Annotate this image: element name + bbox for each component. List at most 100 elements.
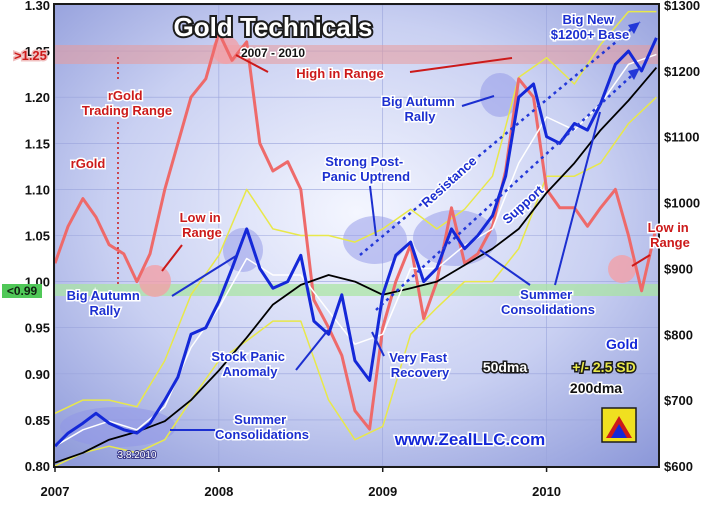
low-marker-box [2,284,42,298]
y-left-tick-label: 0.95 [25,321,50,336]
chart-subtitle: 2007 - 2010 [241,46,305,60]
x-tick-label: 2008 [204,484,233,499]
low-arrow-left [161,244,183,272]
annotation-strong-post-panic: Strong Post- Panic Uptrend [322,154,410,184]
y-left-tick-label: 0.85 [25,413,50,428]
annotation-big-autumn-left-line2: Rally [89,303,121,318]
y-right-tick-label: $1200 [664,64,700,79]
series-layer [53,10,658,467]
annotation-summer-right: Summer Consolidations [501,287,595,317]
y-left-tick-label: 1.25 [25,44,50,59]
autumn-arrow-right [461,95,495,107]
annotation-big-new-base: Big New $1200+ Base [551,12,629,42]
annotation-big-autumn-right-line2: Rally [404,109,436,124]
panic-arrow [295,329,329,371]
series-line-gold [53,37,658,448]
legend-50dma: 50dma [483,359,528,375]
y-left-tick-label: 0.80 [25,459,50,474]
resistance-trendline [359,21,641,256]
autumn-highlight-right [480,73,520,117]
post-panic-highlight [343,216,407,264]
low-arrow-right [631,254,651,267]
annotation-summer-left-line1: Summer [234,412,286,427]
y-left-tick-label: 1.05 [25,229,50,244]
annotation-rgold-range-line2: Trading Range [82,103,172,118]
annotation-high-in-range: High in Range [296,66,383,81]
annotation-very-fast-line1: Very Fast [389,350,447,365]
date-label: 3.8.2010 [118,450,157,461]
annotation-stock-panic-line1: Stock Panic [211,349,285,364]
annotation-low-left-line2: Range [182,225,222,240]
y-right-tick-label: $1100 [664,130,699,145]
plot-border [53,3,660,468]
annotation-rgold: rGold [71,156,106,171]
annotation-big-autumn-right: Big Autumn Rally [382,94,459,124]
legend-sd: +/- 2.5 SD [572,359,635,375]
x-tick-label: 2010 [532,484,561,499]
y-right-tick-label: $700 [664,393,693,408]
resistance-arrowhead [628,22,640,34]
legend-gold: Gold [606,336,638,352]
y-right-tick-label: $600 [664,459,693,474]
annotation-big-autumn-right-line1: Big Autumn [382,94,455,109]
low-in-range-circle-left [139,265,171,297]
annotation-low-left: Low in Range [180,210,225,240]
annotation-rgold-range: rGold Trading Range [82,88,172,118]
y-left-tick-label: 1.20 [25,90,50,105]
annotation-stock-panic-line2: Anomaly [223,364,279,379]
summer-arrow-right-1 [479,249,531,286]
watermark: www.ZealLLC.com [394,430,546,449]
annotation-big-autumn-left: Big Autumn Rally [67,288,144,318]
annotation-strong-post-panic-line1: Strong Post- [325,154,403,169]
chart-title: Gold Technicals [174,12,373,42]
axes-layer: 0.800.850.900.951.001.051.101.151.201.25… [25,0,700,499]
annotation-summer-right-line1: Summer [520,287,572,302]
y-right-tick-label: $1300 [664,0,700,13]
uptrend-arrow [369,185,377,237]
annotation-low-right-line1: Low in [648,220,689,235]
summer-arrow-right-2 [554,111,601,286]
low-marker: <0.99 [7,284,38,298]
series-line-2-5-sd [54,10,657,414]
x-tick-label: 2007 [41,484,70,499]
low-range-band [55,284,658,296]
low-in-range-circle-right [608,255,636,283]
autumn-arrow-left [171,255,237,297]
y-left-tick-label: 1.30 [25,0,50,13]
high-marker: >1.25 [14,48,47,63]
series-line-rgold [53,31,658,431]
autumn-highlight-left [223,228,263,272]
y-left-tick-label: 1.15 [25,136,50,151]
high-arrow-right [409,57,513,73]
annotation-summer-left-line2: Consolidations [215,427,309,442]
support-arrowhead [628,68,640,80]
annotation-big-new-base-line2: $1200+ Base [551,27,629,42]
annotation-very-fast-line2: Recovery [391,365,450,380]
annotation-summer-right-line2: Consolidations [501,302,595,317]
annotation-strong-post-panic-line2: Panic Uptrend [322,169,410,184]
annotation-low-right: Low in Range [648,220,693,250]
y-right-tick-label: $1000 [664,196,700,211]
y-right-tick-label: $800 [664,327,693,342]
annotation-big-new-base-line1: Big New [563,12,615,27]
zeal-logo [601,407,637,443]
annotation-low-right-line2: Range [650,235,690,250]
recovery-arrow [371,331,385,357]
y-right-tick-label: $900 [664,261,693,276]
annotation-rgold-range-line1: rGold [108,88,143,103]
annotation-very-fast: Very Fast Recovery [389,350,450,380]
high-arrow-left [235,54,269,73]
x-tick-label: 2009 [368,484,397,499]
series-line-200dma [54,67,658,464]
y-left-tick-label: 1.10 [25,182,50,197]
high-range-band [55,45,658,64]
annotation-low-left-line1: Low in [180,210,221,225]
legend-200dma: 200dma [570,380,622,396]
y-left-tick-label: 0.90 [25,367,50,382]
annotation-summer-left: Summer Consolidations [215,412,309,442]
annotation-stock-panic: Stock Panic Anomaly [211,349,288,379]
annotation-big-autumn-left-line1: Big Autumn [67,288,140,303]
series-line-2-5-sd [54,96,657,467]
